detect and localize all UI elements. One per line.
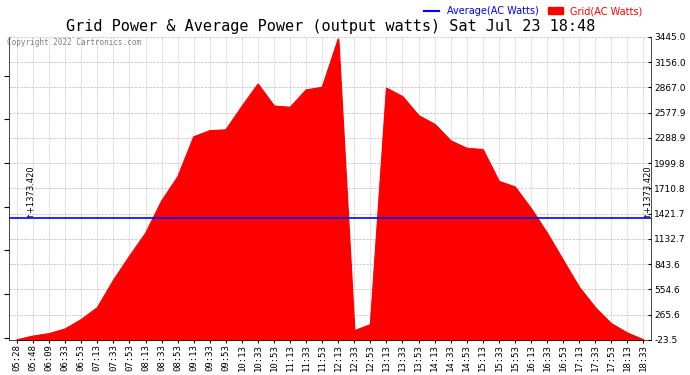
Title: Grid Power & Average Power (output watts) Sat Jul 23 18:48: Grid Power & Average Power (output watts… [66,19,595,34]
Text: ↑+1373.420: ↑+1373.420 [642,164,651,218]
Text: Copyright 2022 Cartronics.com: Copyright 2022 Cartronics.com [7,38,141,47]
Legend: Average(AC Watts), Grid(AC Watts): Average(AC Watts), Grid(AC Watts) [420,2,647,20]
Text: ↑+1373.420: ↑+1373.420 [25,164,34,218]
